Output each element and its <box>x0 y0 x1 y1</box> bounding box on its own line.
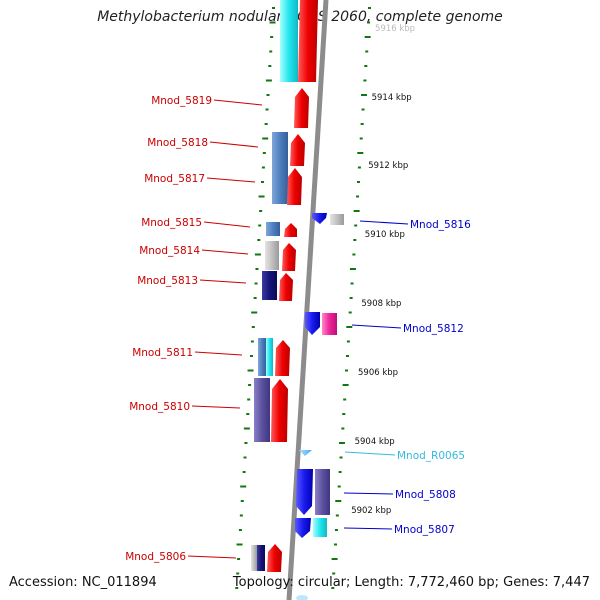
gene-block[interactable] <box>315 469 330 515</box>
gene-arrow[interactable] <box>312 213 327 224</box>
gene-label[interactable]: Mnod_5807 <box>394 524 455 536</box>
label-leader-line <box>209 141 259 148</box>
gene-block[interactable] <box>265 241 279 270</box>
label-leader-line <box>191 405 241 409</box>
gene-arrow[interactable] <box>279 273 293 301</box>
label-leader-line <box>359 220 409 225</box>
gene-block[interactable] <box>254 378 270 442</box>
gene-arrow[interactable] <box>305 312 320 335</box>
gene-label[interactable]: Mnod_5808 <box>395 489 456 501</box>
label-leader-line <box>343 492 394 495</box>
gene-arrow[interactable] <box>287 168 302 205</box>
gene-label[interactable]: Mnod_5818 <box>147 137 208 149</box>
gene-block[interactable] <box>280 0 298 82</box>
gene-block[interactable] <box>251 545 257 571</box>
label-leader-line <box>351 324 402 329</box>
label-leader-line <box>199 279 247 284</box>
inner-tick-marks <box>235 7 276 589</box>
accession-text: Accession: NC_011894 <box>9 575 157 590</box>
gene-arrow[interactable] <box>271 379 288 442</box>
gene-block[interactable] <box>330 214 344 225</box>
gene-label[interactable]: Mnod_5812 <box>403 323 464 335</box>
label-leader-line <box>344 451 396 456</box>
gene-block[interactable] <box>257 545 265 571</box>
scale-label: 5908 kbp <box>361 299 401 309</box>
gene-label[interactable]: Mnod_5819 <box>151 95 212 107</box>
gene-arrow[interactable] <box>298 0 318 82</box>
gene-label[interactable]: Mnod_5810 <box>129 401 190 413</box>
position-marker <box>296 595 308 600</box>
gene-arrow[interactable] <box>284 223 297 237</box>
genome-summary-text: Topology: circular; Length: 7,772,460 bp… <box>232 575 590 590</box>
gene-block[interactable] <box>266 338 273 376</box>
gene-label[interactable]: Mnod_5817 <box>144 173 205 185</box>
gene-arrow[interactable] <box>294 88 309 128</box>
gene-label[interactable]: Mnod_5806 <box>125 551 186 563</box>
gene-arrow[interactable] <box>275 340 290 376</box>
gene-label[interactable]: Mnod_R0065 <box>397 450 465 462</box>
label-leader-line <box>203 221 251 228</box>
gene-block[interactable] <box>322 313 337 335</box>
gene-block[interactable] <box>313 518 327 537</box>
label-leader-line <box>206 177 256 183</box>
label-leader-line <box>194 351 243 356</box>
gene-arrow[interactable] <box>267 544 282 572</box>
scale-label: 5902 kbp <box>351 506 391 516</box>
gene-block[interactable] <box>262 271 277 300</box>
gene-label[interactable]: Mnod_5813 <box>137 275 198 287</box>
forward-strand-genes <box>251 0 318 572</box>
gene-block[interactable] <box>266 222 280 236</box>
gene-arrow[interactable] <box>296 469 313 515</box>
gene-label[interactable]: Mnod_5814 <box>139 245 200 257</box>
gene-block[interactable] <box>258 338 266 376</box>
gene-arrow[interactable] <box>282 243 296 271</box>
gene-block[interactable] <box>272 132 288 204</box>
gene-label[interactable]: Mnod_5816 <box>410 219 471 231</box>
scale-label: 5914 kbp <box>372 93 412 103</box>
label-leader-line <box>187 555 237 559</box>
gene-arrow[interactable] <box>290 134 305 166</box>
rna-marker[interactable] <box>299 450 312 456</box>
gene-label[interactable]: Mnod_5815 <box>141 217 202 229</box>
scale-label: 5904 kbp <box>355 437 395 447</box>
outer-tick-marks <box>331 7 371 589</box>
scale-label: 5916 kbp <box>375 24 415 34</box>
label-leader-line <box>213 99 263 106</box>
label-leader-line <box>201 249 249 255</box>
gene-label[interactable]: Mnod_5811 <box>132 347 193 359</box>
scale-label: 5910 kbp <box>365 230 405 240</box>
label-leader-line <box>343 527 393 530</box>
scale-label: 5906 kbp <box>358 368 398 378</box>
gene-arrow[interactable] <box>295 518 311 538</box>
scale-label: 5912 kbp <box>368 161 408 171</box>
reverse-strand-genes <box>295 213 344 538</box>
genome-backbone <box>286 0 329 600</box>
